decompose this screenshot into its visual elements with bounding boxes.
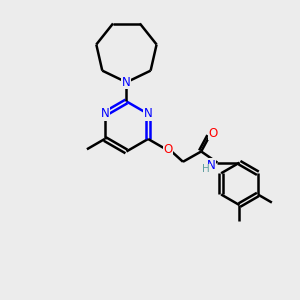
- Text: N: N: [122, 76, 131, 89]
- Text: N: N: [100, 107, 109, 120]
- Text: H: H: [202, 164, 210, 174]
- Text: N: N: [206, 158, 215, 172]
- Text: O: O: [164, 143, 173, 157]
- Text: N: N: [144, 107, 152, 120]
- Text: O: O: [208, 127, 217, 140]
